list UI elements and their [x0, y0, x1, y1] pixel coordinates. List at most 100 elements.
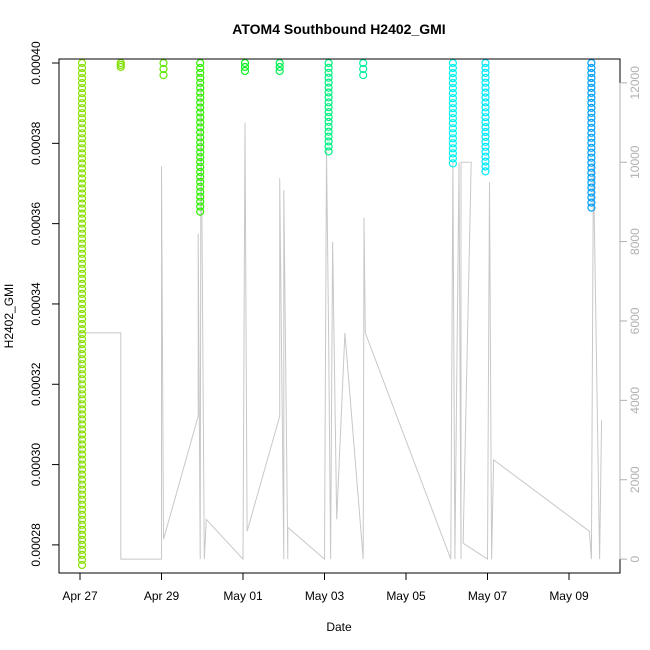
data-point	[587, 163, 596, 172]
data-point	[77, 274, 87, 283]
data-point	[587, 193, 596, 202]
data-point	[77, 445, 87, 454]
data-point	[448, 144, 457, 153]
data-point	[77, 73, 87, 83]
data-point	[587, 133, 596, 142]
data-point	[481, 63, 490, 73]
data-point	[481, 152, 490, 161]
data-point	[77, 420, 87, 429]
data-point	[77, 365, 87, 374]
data-point	[77, 209, 87, 218]
data-point	[159, 64, 168, 74]
x-tick-label: May 03	[305, 589, 345, 603]
data-point	[77, 78, 87, 88]
data-point	[77, 289, 87, 298]
data-point	[481, 127, 490, 137]
data-point	[587, 158, 596, 167]
data-point	[481, 83, 490, 92]
data-point	[77, 360, 87, 369]
y-tick-label: 0.00038	[29, 121, 43, 165]
data-point	[324, 93, 333, 102]
data-point	[77, 490, 87, 499]
y-tick-label: 0.00034	[29, 282, 43, 326]
data-point	[481, 108, 490, 117]
data-point	[587, 78, 596, 88]
y-tick-label: 0.00036	[29, 202, 43, 246]
data-point	[587, 63, 596, 73]
data-point	[77, 460, 87, 469]
y2-tick-label: 6000	[628, 307, 642, 334]
data-point	[324, 137, 333, 146]
data-point	[196, 78, 205, 87]
data-point	[77, 119, 87, 128]
data-point	[77, 515, 87, 524]
data-point	[587, 188, 596, 197]
data-point	[77, 169, 87, 178]
data-point	[77, 505, 87, 514]
data-point	[196, 182, 205, 191]
data-point	[587, 83, 596, 93]
data-point	[448, 114, 457, 123]
y2-tick-label: 10000	[628, 145, 642, 179]
data-point	[240, 62, 250, 72]
data-point	[77, 520, 87, 529]
data-point	[196, 113, 205, 122]
y-tick-label: 0.00030	[29, 443, 43, 487]
data-point	[77, 530, 87, 540]
data-point	[77, 259, 87, 268]
data-point	[587, 123, 596, 132]
data-point	[481, 73, 490, 82]
data-point	[77, 430, 87, 439]
data-point	[77, 325, 87, 334]
x-axis-label: Date	[326, 620, 352, 634]
x-tick-label: May 05	[386, 589, 426, 603]
data-point	[77, 405, 87, 414]
y-tick-label: 0.00032	[29, 362, 43, 406]
data-point	[77, 63, 87, 73]
data-point	[77, 355, 87, 364]
y2-tick-label: 8000	[628, 228, 642, 255]
y2-tick-label: 4000	[628, 387, 642, 414]
data-point	[77, 104, 87, 113]
data-point	[587, 73, 596, 83]
data-point	[77, 375, 87, 384]
data-point	[587, 153, 596, 162]
data-point	[77, 269, 87, 278]
series-segment-1	[77, 58, 87, 570]
data-point	[77, 194, 87, 203]
data-point	[448, 109, 457, 118]
data-point	[196, 88, 205, 97]
data-point	[77, 390, 87, 399]
x-axis: Apr 27 Apr 29 May 01 May 03 May 05 May 07 May …	[62, 572, 589, 603]
data-point	[448, 94, 457, 103]
data-point	[77, 350, 87, 359]
data-point	[481, 157, 490, 166]
data-point	[77, 435, 87, 444]
data-point	[77, 244, 87, 253]
data-point	[587, 118, 596, 127]
data-point	[77, 224, 87, 233]
data-point	[77, 94, 87, 103]
data-point	[77, 535, 87, 545]
data-point	[77, 249, 87, 258]
data-point	[77, 279, 87, 288]
data-point	[324, 122, 333, 131]
data-point	[448, 83, 457, 93]
data-point	[77, 234, 87, 243]
data-point	[77, 550, 87, 560]
data-point	[77, 114, 87, 123]
y2-tick-label: 12000	[628, 66, 642, 100]
data-point	[77, 239, 87, 248]
data-point	[448, 78, 457, 88]
data-point	[481, 103, 490, 112]
data-point	[196, 68, 205, 78]
data-point	[324, 127, 333, 136]
data-point	[587, 138, 596, 147]
x-tick-label: Apr 27	[62, 589, 98, 603]
data-point	[77, 370, 87, 379]
series-segment-7	[324, 58, 333, 156]
x-tick-label: May 09	[549, 589, 589, 603]
y2-tick-label: 0	[628, 555, 642, 562]
data-point	[587, 178, 596, 187]
data-point	[77, 204, 87, 213]
